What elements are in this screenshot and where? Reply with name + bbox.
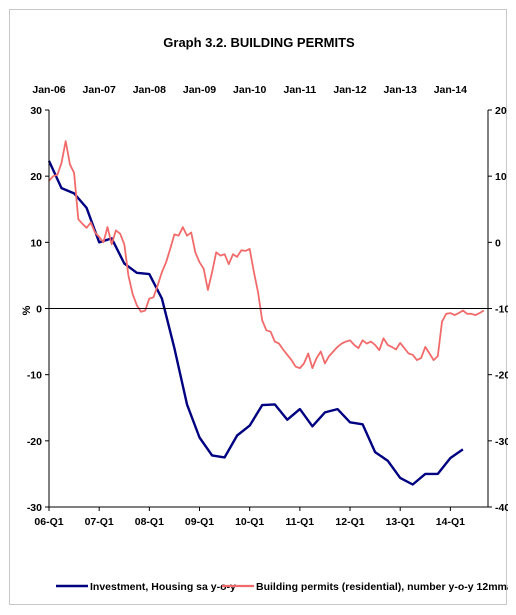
- top-tick-label: Jan-12: [333, 84, 366, 96]
- left-tick-label: -10: [27, 370, 42, 382]
- right-tick-label: -20: [495, 370, 508, 382]
- left-tick-label: -20: [27, 436, 42, 448]
- bottom-tick-label: 11-Q1: [286, 516, 315, 528]
- top-tick-label: Jan-06: [32, 84, 65, 96]
- top-tick-label: Jan-07: [83, 84, 116, 96]
- bottom-tick-label: 12-Q1: [335, 516, 364, 528]
- bottom-tick-label: 10-Q1: [235, 516, 264, 528]
- legend-label-permits: Building permits (residential), number y…: [256, 581, 508, 593]
- top-tick-label: Jan-11: [284, 84, 317, 96]
- bottom-tick-label: 13-Q1: [386, 516, 415, 528]
- top-tick-label: Jan-08: [133, 84, 166, 96]
- bottom-tick-label: 07-Q1: [85, 516, 114, 528]
- left-tick-label: 30: [30, 105, 42, 117]
- series-line-investment-housing: [47, 160, 464, 486]
- chart-frame: Graph 3.2. BUILDING PERMITS 30 20 10 0 -10 -2…: [9, 9, 508, 605]
- right-tick-label: 20: [495, 105, 507, 117]
- top-tick-label: Jan-09: [183, 84, 216, 96]
- top-tick-label: Jan-13: [384, 84, 417, 96]
- legend-label-investment: Investment, Housing sa y-o-y: [90, 581, 236, 593]
- right-tick-label: -10: [495, 304, 508, 316]
- bottom-tick-label: 08-Q1: [135, 516, 164, 528]
- left-tick-label: -30: [27, 502, 42, 514]
- right-tick-label: -30: [495, 436, 508, 448]
- left-tick-label: 0: [36, 304, 42, 316]
- right-tick-label: -40: [495, 502, 508, 514]
- bottom-tick-label: 09-Q1: [185, 516, 214, 528]
- right-tick-label: 0: [495, 237, 501, 249]
- chart-svg: Graph 3.2. BUILDING PERMITS 30 20 10 0 -10 -2…: [21, 35, 508, 593]
- left-tick-label: 10: [30, 237, 42, 249]
- chart-title: Graph 3.2. BUILDING PERMITS: [163, 35, 355, 50]
- bottom-tick-label: 14-Q1: [436, 516, 465, 528]
- left-axis-label: %: [21, 305, 33, 315]
- left-tick-label: 20: [30, 171, 42, 183]
- bottom-tick-label: 06-Q1: [34, 516, 63, 528]
- series-line-building-permits: [48, 140, 485, 370]
- top-tick-label: Jan-14: [434, 84, 467, 96]
- right-tick-label: 10: [495, 171, 507, 183]
- top-tick-label: Jan-10: [233, 84, 266, 96]
